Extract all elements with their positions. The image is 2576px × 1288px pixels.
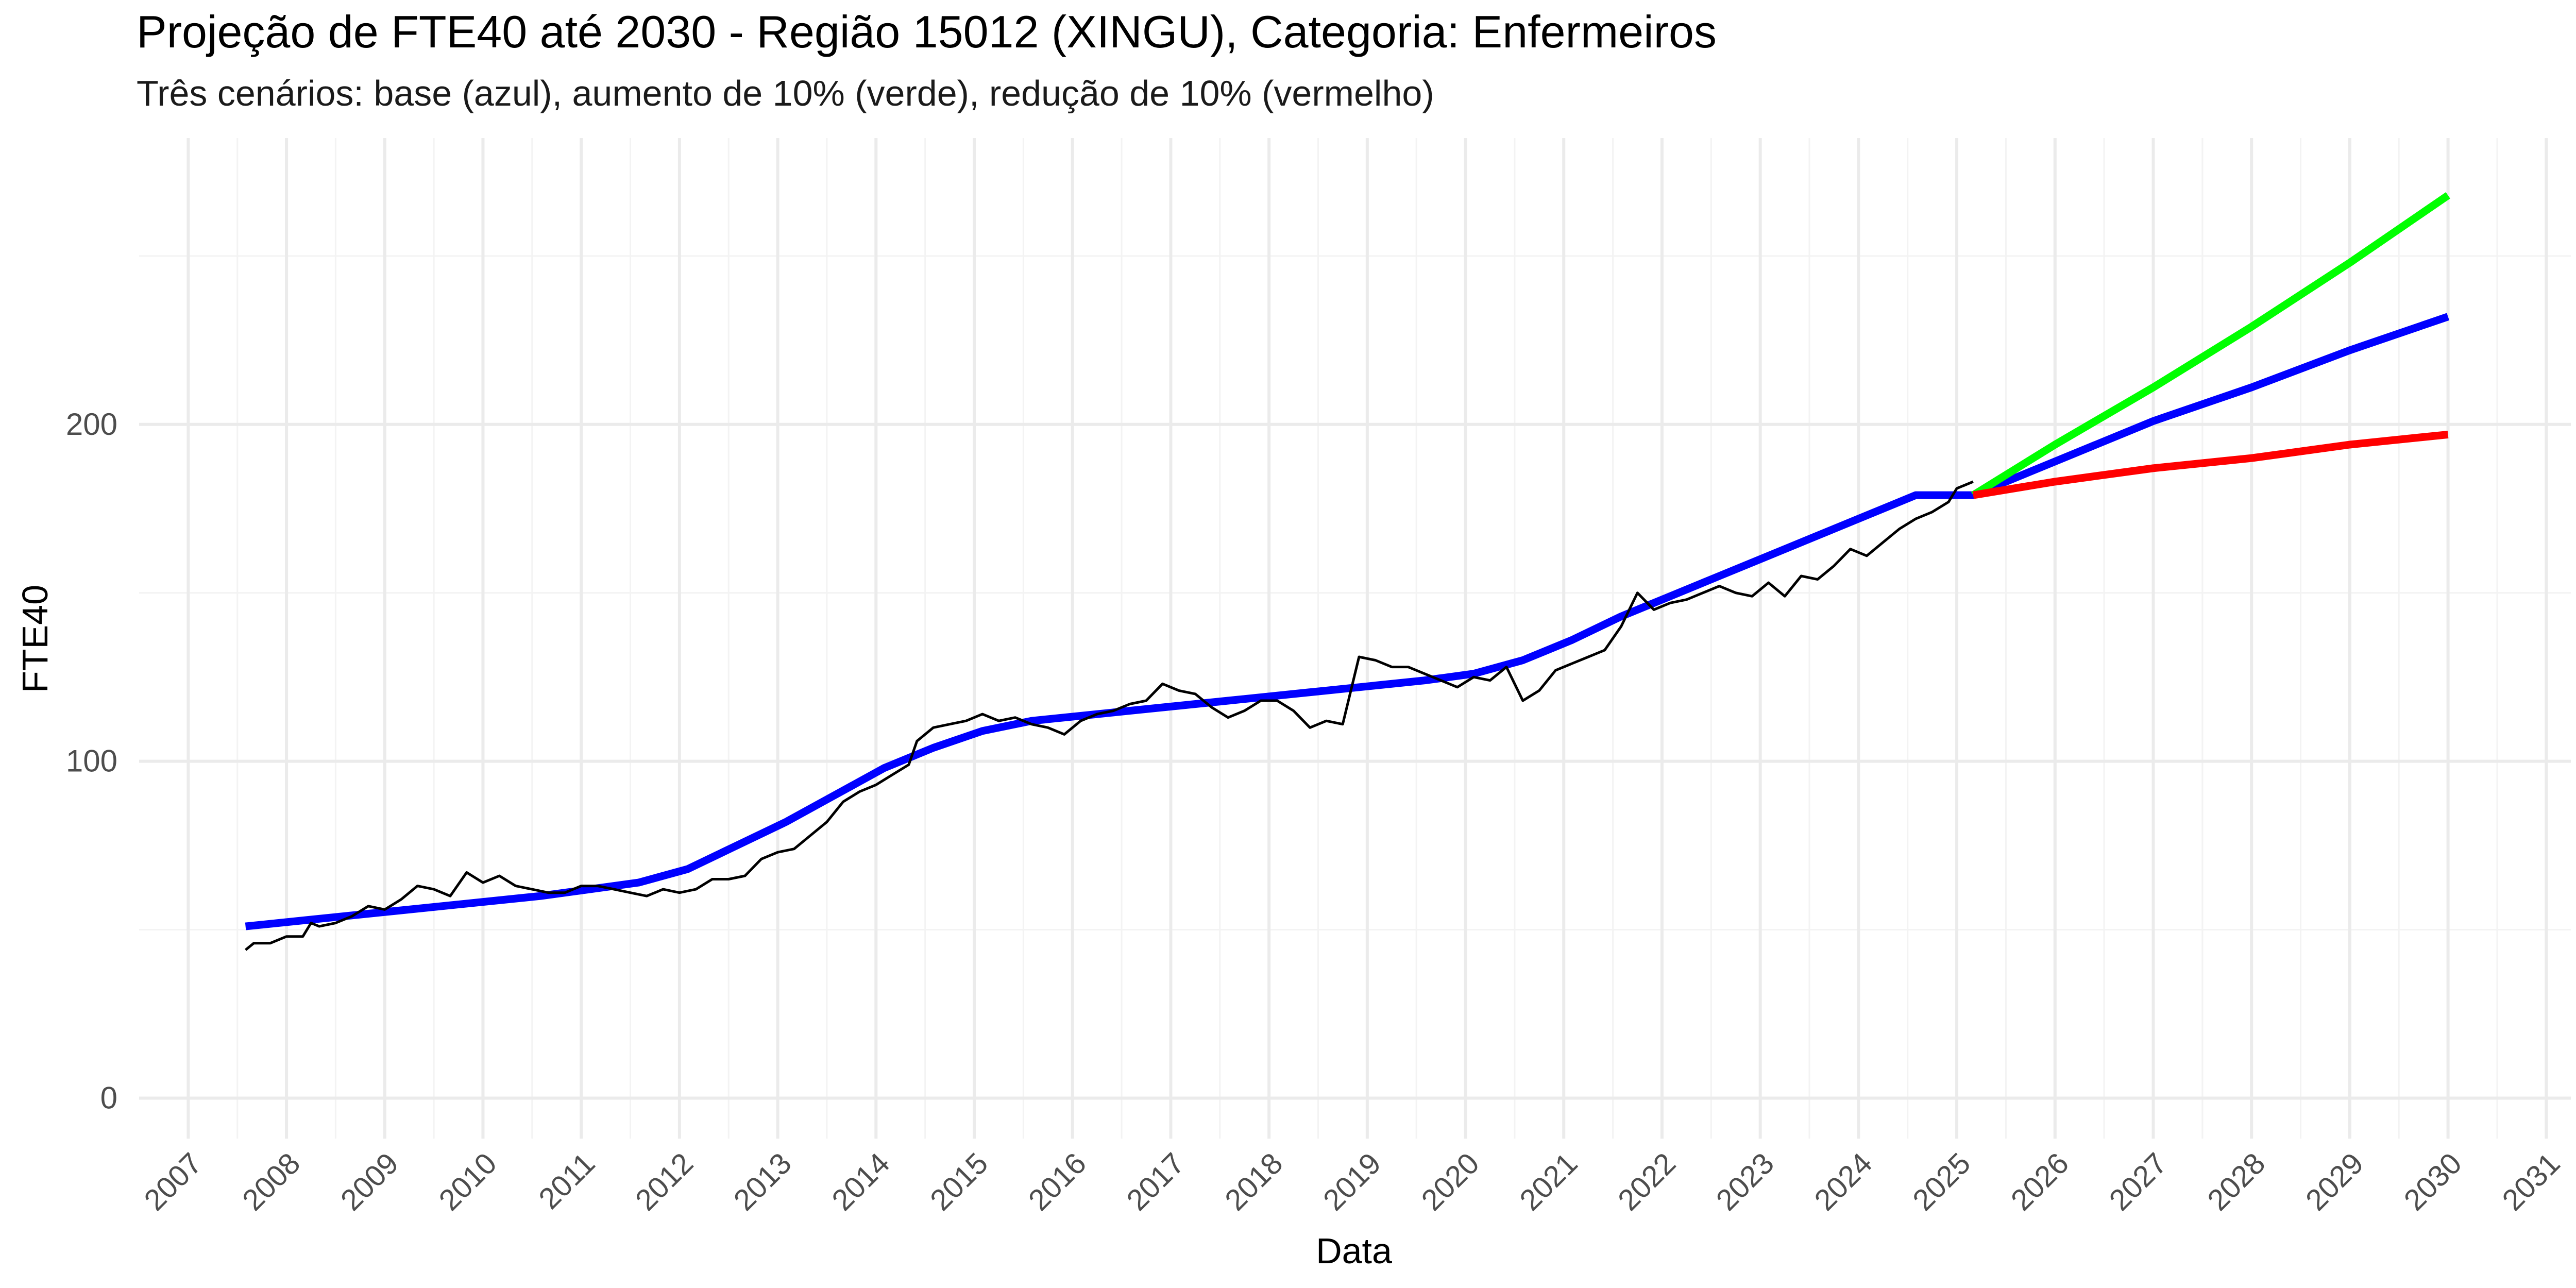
x-axis-label: Data xyxy=(1316,1231,1392,1271)
grid-layer xyxy=(139,138,2571,1139)
y-tick-label: 100 xyxy=(66,744,117,778)
chart-title: Projeção de FTE40 até 2030 - Região 1501… xyxy=(137,6,1717,57)
series-layer xyxy=(245,192,2450,951)
y-tick-labels: 0 100 200 xyxy=(66,407,117,1115)
decrease-scenario-line xyxy=(1972,430,2449,499)
y-axis-label: FTE40 xyxy=(15,585,55,693)
observed-series-line xyxy=(245,480,1974,951)
chart-subtitle: Três cenários: base (azul), aumento de 1… xyxy=(137,73,1434,113)
increase-scenario-line xyxy=(1971,192,2450,499)
y-tick-label: 200 xyxy=(66,407,117,442)
y-tick-label: 0 xyxy=(100,1081,117,1115)
